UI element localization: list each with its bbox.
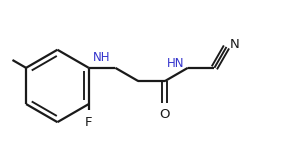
- Text: N: N: [230, 38, 240, 51]
- Text: O: O: [159, 108, 170, 121]
- Text: HN: HN: [166, 57, 184, 70]
- Text: F: F: [85, 116, 93, 129]
- Text: NH: NH: [93, 51, 111, 64]
